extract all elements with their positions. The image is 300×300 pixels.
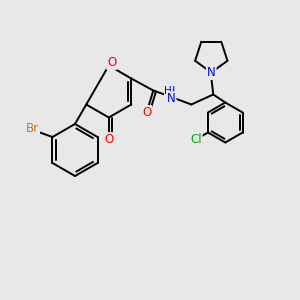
Text: N: N: [167, 92, 176, 105]
Text: N: N: [207, 66, 216, 79]
Text: H: H: [164, 86, 172, 97]
Text: Br: Br: [26, 122, 39, 136]
Text: O: O: [142, 106, 151, 119]
Text: O: O: [107, 56, 116, 69]
Text: Cl: Cl: [190, 133, 202, 146]
Text: O: O: [104, 133, 113, 146]
Text: H
N: H N: [167, 86, 176, 107]
